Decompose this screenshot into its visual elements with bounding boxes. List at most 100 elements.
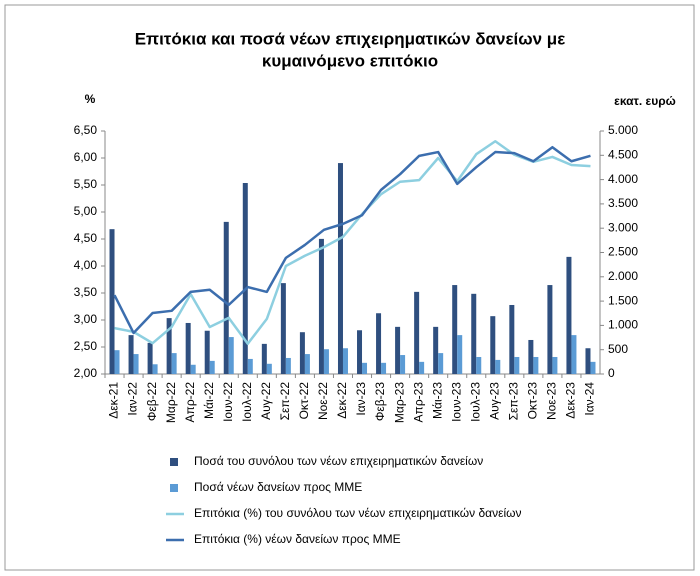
y2-axis-label: εκατ. ευρώ <box>614 94 676 108</box>
bar <box>171 353 177 374</box>
bar <box>571 335 577 374</box>
y-tick-label: 2,50 <box>74 339 98 353</box>
x-tick-label: Αυγ-23 <box>487 382 501 420</box>
x-tick-label: Ιουλ-23 <box>468 382 482 422</box>
bar <box>109 229 115 374</box>
bar <box>342 348 348 374</box>
bar <box>362 362 368 374</box>
line <box>113 145 591 335</box>
y-tick-label: 2,00 <box>74 366 98 380</box>
y2-tick-label: 2.000 <box>608 269 638 283</box>
x-tick-label: Μάι-22 <box>202 382 216 419</box>
bar <box>414 291 420 374</box>
x-tick-label: Απρ-22 <box>183 382 197 423</box>
y-tick-label: 3,00 <box>74 312 98 326</box>
bar <box>128 335 134 374</box>
legend-label: Επιτόκια (%) του συνόλου των νέων επιχει… <box>194 506 522 520</box>
bar <box>471 293 477 374</box>
y2-tick-label: 3.000 <box>608 220 638 234</box>
bar <box>152 364 158 374</box>
bar <box>166 318 172 374</box>
bar <box>433 326 439 374</box>
legend-label: Ποσά του συνόλου των νέων επιχειρηματικώ… <box>194 454 483 468</box>
x-tick-label: Φεβ-23 <box>373 382 387 421</box>
bar <box>395 326 401 374</box>
bar <box>133 354 139 374</box>
bar <box>147 342 153 374</box>
chart-border <box>4 4 695 571</box>
x-tick-label: Δεκ-22 <box>335 382 349 419</box>
bar <box>261 343 267 374</box>
x-tick-label: Ιαν-23 <box>354 382 368 416</box>
x-tick-label: Ιουλ-22 <box>240 382 254 422</box>
x-tick-label: Σεπ-22 <box>278 382 292 421</box>
bar <box>114 350 120 374</box>
y2-tick-label: 4.000 <box>608 172 638 186</box>
bar <box>490 316 496 374</box>
y-tick-label: 6,00 <box>74 150 98 164</box>
legend-swatch <box>170 458 178 466</box>
bar <box>533 356 539 374</box>
bar <box>400 355 406 374</box>
bar <box>337 163 343 374</box>
y-axis-label: % <box>85 92 96 106</box>
bar <box>357 330 363 374</box>
x-tick-label: Ιουν-22 <box>221 382 235 422</box>
bar <box>247 358 253 374</box>
x-tick-label: Δεκ-21 <box>107 382 121 419</box>
bar <box>419 361 425 374</box>
bar <box>190 364 196 374</box>
y-tick-label: 4,50 <box>74 231 98 245</box>
y2-tick-label: 0 <box>608 366 615 380</box>
bar <box>438 353 444 374</box>
chart-title: κυμαινόμενο επιτόκιο <box>262 51 438 70</box>
x-tick-label: Ιαν-22 <box>126 382 140 416</box>
x-tick-label: Μαρ-23 <box>392 382 406 423</box>
bar <box>323 349 329 374</box>
x-tick-label: Νοε-23 <box>545 382 559 420</box>
x-tick-label: Οκτ-22 <box>297 382 311 420</box>
bar <box>381 362 387 374</box>
x-tick-label: Αυγ-22 <box>259 382 273 420</box>
bar <box>495 359 501 374</box>
y2-tick-label: 3.500 <box>608 196 638 210</box>
legend-swatch <box>170 484 178 492</box>
bar <box>376 313 382 374</box>
y2-tick-label: 1.500 <box>608 293 638 307</box>
bar <box>566 256 572 374</box>
bar <box>528 339 534 374</box>
bar <box>285 357 291 374</box>
bar <box>514 356 520 374</box>
chart-title: Επιτόκια και ποσά νέων επιχειρηματικών δ… <box>135 29 566 48</box>
bar <box>280 283 286 374</box>
y-tick-label: 4,00 <box>74 258 98 272</box>
bar <box>223 221 229 374</box>
x-tick-label: Μάι-23 <box>430 382 444 419</box>
bar <box>590 361 596 374</box>
legend-label: Επιτόκια (%) νέων δανείων προς ΜΜΕ <box>194 532 401 546</box>
y2-tick-label: 5.000 <box>608 123 638 137</box>
bar <box>185 322 191 374</box>
y-tick-label: 3,50 <box>74 285 98 299</box>
bar <box>452 285 458 374</box>
y-tick-label: 6,50 <box>74 123 98 137</box>
y-tick-label: 5,00 <box>74 204 98 218</box>
legend-label: Ποσά νέων δανείων προς ΜΜΕ <box>194 480 362 494</box>
x-tick-label: Ιαν-24 <box>583 382 597 416</box>
y-tick-label: 5,50 <box>74 177 98 191</box>
x-tick-label: Απρ-23 <box>411 382 425 423</box>
x-tick-label: Νοε-22 <box>316 382 330 420</box>
y2-tick-label: 4.500 <box>608 147 638 161</box>
bar <box>476 356 482 374</box>
bar <box>228 337 234 374</box>
y2-tick-label: 2.500 <box>608 245 638 259</box>
bar <box>509 304 515 374</box>
bar <box>552 356 558 374</box>
x-tick-label: Δεκ-23 <box>564 382 578 419</box>
x-tick-label: Μαρ-22 <box>164 382 178 423</box>
bar <box>204 330 210 374</box>
x-tick-label: Σεπ-23 <box>506 382 520 421</box>
bar <box>318 238 324 374</box>
bar <box>209 360 215 374</box>
